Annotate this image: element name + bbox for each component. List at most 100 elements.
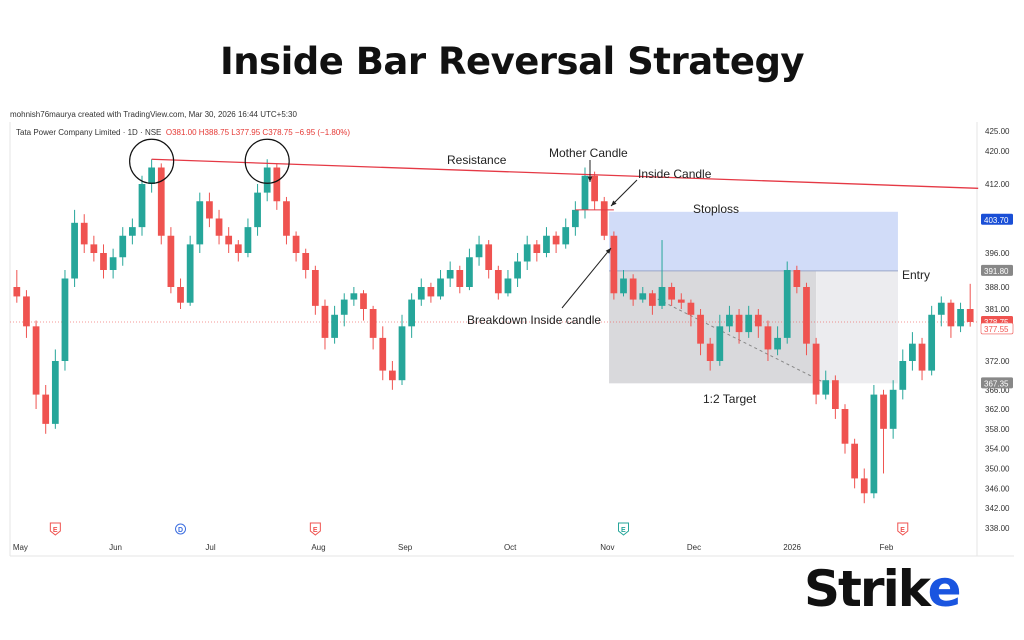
y-tick-label: 346.00 [985,484,1010,493]
candle-body [398,326,406,381]
candle-body [889,389,897,429]
candle-body [697,314,704,344]
candle-body [754,314,762,327]
high-value: H388.75 [198,128,230,137]
candle-body [552,235,560,245]
open-value: O381.00 [165,128,197,137]
event-letter: D [178,527,183,534]
candle-body [148,167,156,184]
candle-body [957,309,964,327]
event-letter: E [621,527,626,534]
candle-body [389,370,396,381]
candle-body [71,222,78,279]
dividend-event-icon [175,523,187,535]
candle-body [263,167,271,193]
candle-body [600,201,608,236]
y-tick-label: 362.00 [985,405,1010,414]
candle-body [302,253,310,270]
strike-logo: Strike [804,560,962,618]
candle-body [687,302,695,315]
candle-body [629,278,637,300]
event-letter: E [313,527,318,534]
price-label-box [980,322,1014,335]
candle-body [369,309,377,338]
candle-body [196,201,204,245]
candle-body [533,244,541,253]
candle-body [177,287,184,303]
y-tick-label: 425.00 [985,127,1010,136]
earnings-event-icon [618,522,630,536]
candle-body [129,227,136,236]
candle-body [774,337,781,350]
breakdown-arrow [561,247,612,309]
candle-body [485,244,493,270]
candle-body [437,278,444,297]
candle-body [466,257,473,287]
candle-body [706,343,714,361]
candle-body [812,343,820,395]
x-tick-label: Oct [504,543,517,552]
candle-body [311,270,319,306]
candle-body [90,244,98,253]
candle-body [822,380,830,395]
candle-body [186,244,194,303]
target-zone-light [816,270,898,384]
candle-body [80,222,88,245]
candle-body [234,244,242,253]
candle-body [244,227,252,253]
candle-body [350,293,358,300]
mother-candle-arrow-head [587,176,593,182]
candle-body [408,299,416,327]
stoploss-zone [609,211,898,271]
candle-body [620,278,627,294]
candle-body [947,302,955,327]
candle-body [639,293,647,300]
candle-body [206,201,213,219]
x-tick-label: Jun [109,543,122,552]
price-label: 391.80 [984,267,1009,276]
candle-body [649,293,656,306]
candle-body [138,184,146,228]
breakdown-label: Breakdown Inside candle [467,313,601,327]
price-label-box [981,264,1013,276]
candle-body [851,443,858,479]
candle-body [61,278,69,361]
stoploss-label: Stoploss [693,202,739,216]
candle-body [379,337,387,371]
swing-high-circle [244,138,290,184]
symbol-name: Tata Power Company Limited · 1D · NSE [16,128,162,137]
candle-body [283,201,290,236]
candle-body [167,235,175,287]
candle-body [254,192,261,228]
x-tick-label: 2026 [783,543,801,552]
candle-body [446,270,454,279]
y-tick-label: 366.00 [985,386,1010,395]
price-label-box [981,377,1013,389]
candle-body [456,270,464,287]
swing-high-circle [129,138,175,184]
mother-candle-label: Mother Candle [549,146,628,160]
y-tick-label: 412.00 [985,180,1010,189]
candle-body [880,394,887,429]
candle-body [966,309,974,322]
candle-body [937,302,945,315]
y-tick-label: 420.00 [985,147,1010,156]
candle-body [793,270,801,287]
candle-body [860,478,868,494]
candle-body [119,235,127,258]
candle-body [13,287,21,297]
candle-body [504,278,512,294]
price-label: 378.75 [984,318,1009,327]
price-label: 403.70 [984,216,1009,225]
symbol-legend: Tata Power Company Limited · 1D · NSE O3… [16,128,350,137]
inside-candle-label: Inside Candle [638,167,712,181]
earnings-event-icon [49,522,61,536]
chart-credit: mohnish76maurya created with TradingView… [10,110,297,119]
candle-body [928,314,936,371]
candle-body [321,305,329,338]
candle-body [726,314,733,327]
candle-body [543,235,550,253]
candle-body [581,175,589,210]
breakdown-arrow-head [605,248,611,254]
